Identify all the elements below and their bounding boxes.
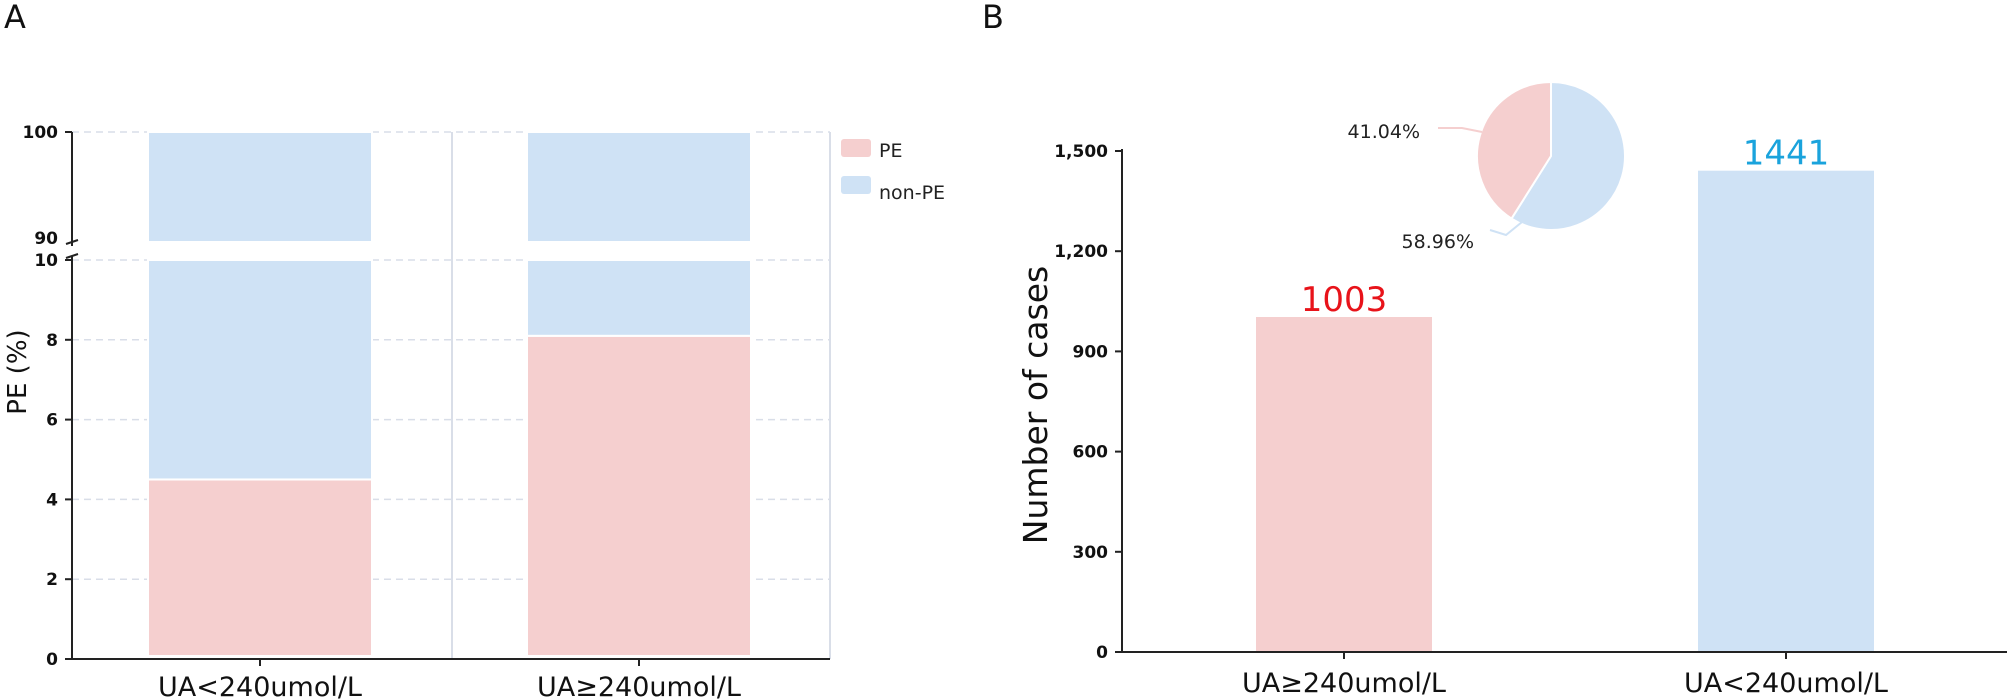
- panel-b-category-labels: UA≥240umol/L UA<240umol/L: [1242, 668, 1888, 699]
- y-tick-label: 90: [34, 229, 58, 249]
- y-tick-label: 900: [1073, 342, 1109, 362]
- y-tick-label: 6: [46, 411, 58, 431]
- bar: [1698, 170, 1874, 651]
- axis-break-mark: [65, 239, 79, 245]
- x-category-label: UA<240umol/L: [158, 672, 362, 700]
- pie-slice-non-pe: [1510, 80, 1626, 231]
- bar: [1256, 316, 1432, 651]
- panel-b-y-axis-title: Number of cases: [1016, 266, 1055, 544]
- y-tick-label: 0: [1096, 643, 1108, 663]
- y-tick-label: 300: [1073, 543, 1109, 563]
- y-tick-label: 10: [34, 251, 58, 271]
- legend-label-non-pe: non-PE: [879, 182, 945, 204]
- pie-slice-pe: [1476, 80, 1552, 220]
- bar-non-pe-lower: [526, 259, 752, 337]
- bar-non-pe-upper: [147, 131, 373, 243]
- panel-a-bars: [147, 131, 752, 658]
- y-tick-label: 0: [46, 650, 58, 670]
- y-tick-label: 100: [23, 123, 59, 143]
- panel-b-letter: B: [982, 0, 1004, 36]
- panel-a-category-labels: UA<240umol/L UA≥240umol/L: [158, 672, 741, 700]
- pie-label-non-pe: 58.96%: [1402, 231, 1474, 253]
- x-category-label: UA≥240umol/L: [1242, 668, 1446, 699]
- bar-pe: [147, 478, 373, 658]
- panel-b-axes: [1115, 149, 2007, 659]
- panel-b-tick-labels: 0 300 600 900 1,200 1,500: [1054, 142, 1108, 663]
- panel-a-y-axis-title: PE (%): [3, 329, 33, 414]
- bar-non-pe-upper: [526, 131, 752, 243]
- bar-value-label: 1441: [1743, 134, 1830, 174]
- legend-swatch-pe: [841, 139, 871, 157]
- pie-leader-non-pe: [1489, 221, 1523, 237]
- y-tick-label: 600: [1073, 443, 1109, 463]
- panel-b: B Number of cases 0 300 600 900 1,200 1,500 1…: [982, 0, 2007, 699]
- panel-b-bars: 1003 1441: [1256, 134, 1874, 651]
- bar-non-pe-lower: [147, 259, 373, 481]
- y-tick-label: 8: [46, 331, 58, 351]
- panel-b-inset-pie: 41.04% 58.96%: [1348, 80, 1626, 253]
- bar-pe: [526, 334, 752, 657]
- y-tick-label: 1,200: [1054, 242, 1108, 262]
- pie-label-pe: 41.04%: [1348, 121, 1420, 143]
- y-tick-label: 4: [46, 490, 58, 510]
- legend-swatch-non-pe: [841, 176, 871, 194]
- x-category-label: UA<240umol/L: [1684, 668, 1888, 699]
- x-category-label: UA≥240umol/L: [537, 672, 741, 700]
- panel-a-legend: PE non-PE: [841, 139, 945, 204]
- y-tick-label: 1,500: [1054, 142, 1108, 162]
- pie-leader-pe: [1438, 127, 1483, 133]
- panel-a-axes: [65, 131, 830, 666]
- y-tick-label: 2: [46, 570, 58, 590]
- panel-a-letter: A: [4, 0, 26, 36]
- axis-break-mark: [65, 253, 79, 259]
- legend-label-pe: PE: [879, 140, 902, 162]
- bar-value-label: 1003: [1301, 280, 1388, 320]
